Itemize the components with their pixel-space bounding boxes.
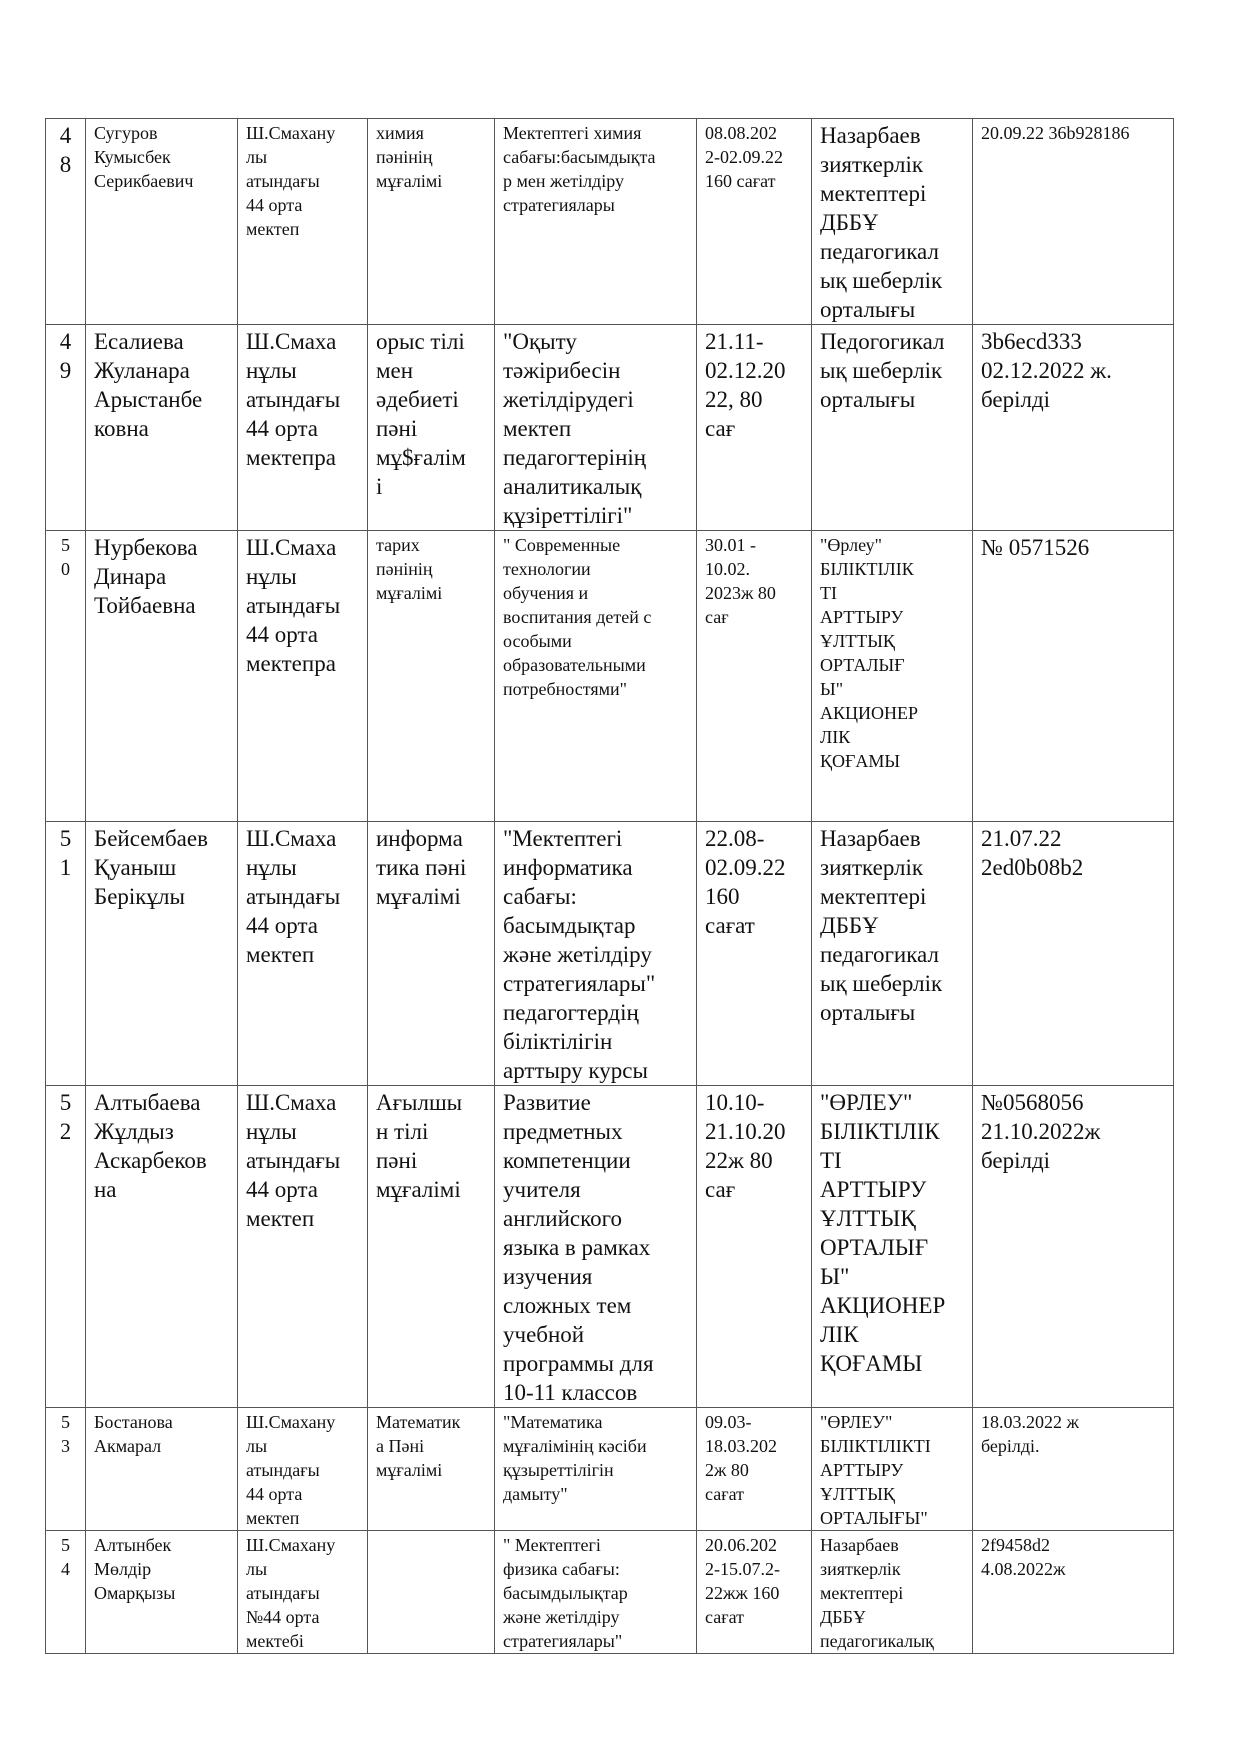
organization-cell: Назарбаев зияткерлік мектептері ДББҰ пед… [811,1530,973,1654]
teacher-name-cell: Бейсембаев Қуаныш Берікұлы [85,821,238,1086]
subject-cell: орыс тілі мен әдебиеті пәні мұ$ғалім і [367,324,495,531]
school-cell: Ш.Смахану лы атындағы 44 орта мектеп [237,1407,368,1531]
certificate-cell: 20.09.22 36b928186 [972,118,1174,325]
course-dates-cell: 09.03- 18.03.202 2ж 80 сағат [696,1407,812,1531]
course-dates-cell: 08.08.202 2-02.09.22 160 сағат [696,118,812,325]
row-number-cell: 4 8 [45,118,86,325]
row-number-cell: 5 4 [45,1530,86,1654]
certificate-cell: 21.07.22 2ed0b08b2 [972,821,1174,1086]
school-cell: Ш.Смаха нұлы атындағы 44 орта мектепра [237,530,368,822]
teachers-training-table: 4 8 Сугуров Кумысбек Серикбаевич Ш.Смахану… [45,118,1174,1654]
teacher-name-cell: Нурбекова Динара Тойбаевна [85,530,238,822]
school-cell: Ш.Смаха нұлы атындағы 44 орта мектепра [237,324,368,531]
subject-cell: информа тика пәні мұғалімі [367,821,495,1086]
teacher-name-cell: Алтыбаева Жұлдыз Аскарбеков на [85,1085,238,1408]
table-row: 5 3 Бостанова Акмарал Ш.Смахану лы атындағ… [45,1407,1174,1531]
certificate-cell: 18.03.2022 ж берілді. [972,1407,1174,1531]
row-number-cell: 5 0 [45,530,86,822]
certificate-cell: 3b6ecd333 02.12.2022 ж. берілді [972,324,1174,531]
course-title-cell: "Мектептегі информатика сабағы: басымдық… [494,821,697,1086]
course-title-cell: " Мектептегі физика сабағы: басымдылықта… [494,1530,697,1654]
row-number-cell: 5 2 [45,1085,86,1408]
organization-cell: "ӨРЛЕУ" БІЛІКТІЛІК ТІ АРТТЫРУ ҰЛТТЫҚ ОРТ… [811,1085,973,1408]
table-row: 5 1 Бейсембаев Қуаныш Берікұлы Ш.Смаха нұл… [45,821,1174,1086]
table-row: 4 9 Есалиева Жуланара Арыстанбе ковна Ш.См… [45,324,1174,531]
organization-cell: Назарбаев зияткерлік мектептері ДББҰ пед… [811,821,973,1086]
organization-cell: Назарбаев зияткерлік мектептері ДББҰ пед… [811,118,973,325]
school-cell: Ш.Смахану лы атындағы 44 орта мектеп [237,118,368,325]
course-dates-cell: 22.08- 02.09.22 160 сағат [696,821,812,1086]
course-title-cell: Мектептегі химия сабағы:басымдықта р мен… [494,118,697,325]
subject-cell [367,1530,495,1654]
organization-cell: "Өрлеу" БІЛІКТІЛІК ТІ АРТТЫРУ ҰЛТТЫҚ ОРТ… [811,530,973,822]
table-body: 4 8 Сугуров Кумысбек Серикбаевич Ш.Смахану… [45,118,1174,1654]
subject-cell: Ағылшы н тілі пәні мұғалімі [367,1085,495,1408]
subject-cell: тарих пәнінің мұғалімі [367,530,495,822]
course-dates-cell: 21.11- 02.12.20 22, 80 сағ [696,324,812,531]
row-number-cell: 4 9 [45,324,86,531]
teacher-name-cell: Алтынбек Мөлдір Омарқызы [85,1530,238,1654]
course-title-cell: Развитие предметных компетенции учителя … [494,1085,697,1408]
teacher-name-cell: Есалиева Жуланара Арыстанбе ковна [85,324,238,531]
subject-cell: Математик а Пәні мұғалімі [367,1407,495,1531]
certificate-cell: №0568056 21.10.2022ж берілді [972,1085,1174,1408]
course-title-cell: "Математика мұғалімінің кәсіби құзыретті… [494,1407,697,1531]
row-number-cell: 5 3 [45,1407,86,1531]
teacher-name-cell: Сугуров Кумысбек Серикбаевич [85,118,238,325]
school-cell: Ш.Смаха нұлы атындағы 44 орта мектеп [237,1085,368,1408]
certificate-cell: № 0571526 [972,530,1174,822]
certificate-cell: 2f9458d2 4.08.2022ж [972,1530,1174,1654]
table-row: 5 4 Алтынбек Мөлдір Омарқызы Ш.Смахану лы … [45,1530,1174,1654]
teacher-name-cell: Бостанова Акмарал [85,1407,238,1531]
school-cell: Ш.Смаха нұлы атындағы 44 орта мектеп [237,821,368,1086]
course-title-cell: "Оқыту тәжірибесін жетілдірудегі мектеп … [494,324,697,531]
course-title-cell: " Современные технологии обучения и восп… [494,530,697,822]
table-row: 4 8 Сугуров Кумысбек Серикбаевич Ш.Смахану… [45,118,1174,325]
course-dates-cell: 30.01 - 10.02. 2023ж 80 сағ [696,530,812,822]
organization-cell: "ӨРЛЕУ" БІЛІКТІЛІКТІ АРТТЫРУ ҰЛТТЫҚ ОРТА… [811,1407,973,1531]
table-row: 5 2 Алтыбаева Жұлдыз Аскарбеков на Ш.Смаха… [45,1085,1174,1408]
course-dates-cell: 20.06.202 2-15.07.2- 22жж 160 сағат [696,1530,812,1654]
course-dates-cell: 10.10- 21.10.20 22ж 80 сағ [696,1085,812,1408]
organization-cell: Педогогикал ық шеберлік орталығы [811,324,973,531]
table-row: 5 0 Нурбекова Динара Тойбаевна Ш.Смаха нұл… [45,530,1174,822]
school-cell: Ш.Смахану лы атындағы №44 орта мектебі [237,1530,368,1654]
subject-cell: химия пәнінің мұғалімі [367,118,495,325]
row-number-cell: 5 1 [45,821,86,1086]
